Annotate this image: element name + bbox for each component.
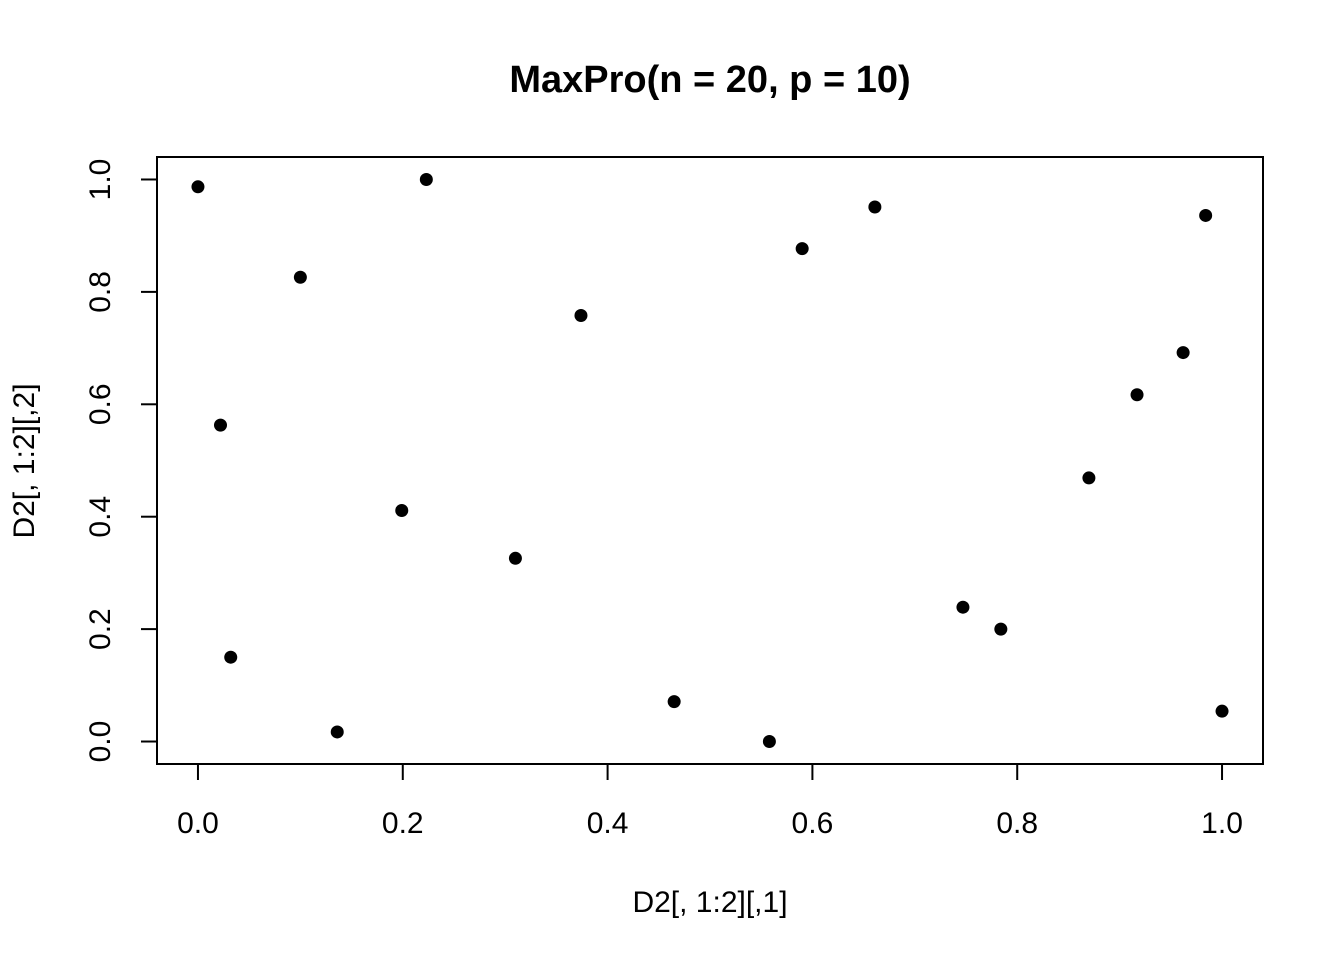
data-point <box>1130 388 1144 402</box>
data-point <box>1215 704 1229 718</box>
y-axis-label: D2[, 1:2][,2] <box>8 383 41 538</box>
data-point <box>667 695 681 709</box>
x-tick-label: 0.6 <box>792 807 834 840</box>
x-tick-label: 0.0 <box>177 807 219 840</box>
y-tick-label: 0.2 <box>84 608 117 650</box>
y-tick-label: 0.0 <box>84 721 117 763</box>
data-point <box>762 735 776 749</box>
x-axis-label: D2[, 1:2][,1] <box>632 886 787 919</box>
x-tick-label: 1.0 <box>1201 807 1243 840</box>
x-tick-label: 0.2 <box>382 807 424 840</box>
data-point <box>330 725 344 739</box>
y-tick-label: 0.4 <box>84 496 117 538</box>
data-point <box>795 242 809 256</box>
y-tick-label: 1.0 <box>84 159 117 201</box>
plot-frame <box>156 156 1264 765</box>
chart-title: MaxPro(n = 20, p = 10) <box>509 59 910 101</box>
y-axis: 0.0 0.2 0.4 0.6 0.8 1.0 <box>84 159 158 763</box>
data-point <box>419 172 433 186</box>
data-point <box>395 504 409 518</box>
data-point <box>191 180 205 194</box>
y-tick-label: 0.8 <box>84 271 117 313</box>
data-point <box>508 551 522 565</box>
data-point <box>1082 471 1096 485</box>
data-points <box>191 172 1229 749</box>
y-tick-label: 0.6 <box>84 383 117 425</box>
data-point <box>293 270 307 284</box>
data-point <box>1176 346 1190 360</box>
data-point <box>224 650 238 664</box>
data-point <box>213 418 227 432</box>
data-point <box>994 622 1008 636</box>
x-tick-label: 0.8 <box>996 807 1038 840</box>
data-point <box>574 308 588 322</box>
data-point <box>868 200 882 214</box>
data-point <box>1199 208 1213 222</box>
x-tick-label: 0.4 <box>587 807 629 840</box>
data-point <box>956 600 970 614</box>
x-axis: 0.0 0.2 0.4 0.6 0.8 1.0 <box>177 763 1243 840</box>
